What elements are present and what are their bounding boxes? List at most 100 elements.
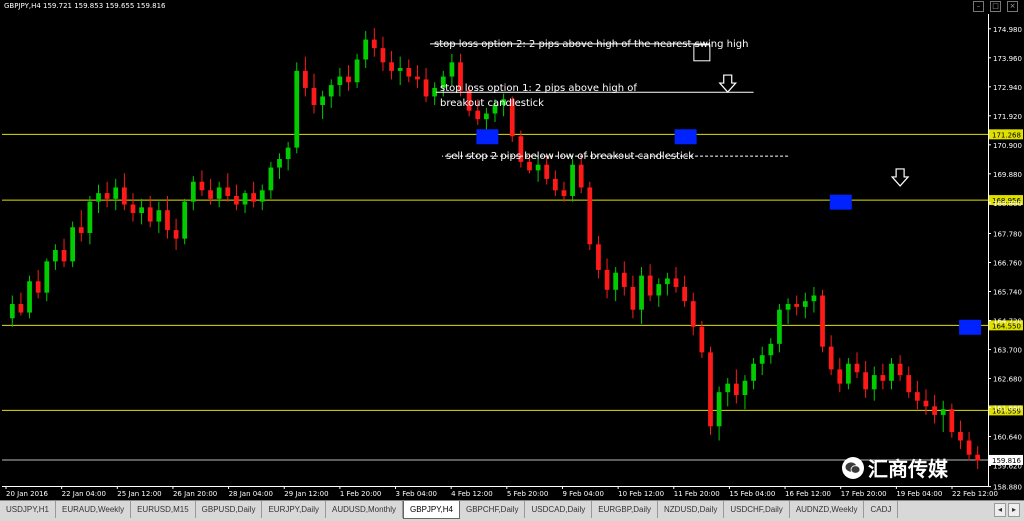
bear-candle	[346, 76, 351, 83]
bull-candle	[242, 193, 248, 205]
bear-candle	[527, 161, 532, 171]
bull-candle	[665, 278, 670, 285]
tab-usdcad-daily[interactable]: USDCAD,Daily	[525, 501, 593, 518]
tab-audusd-monthly[interactable]: AUDUSD,Monthly	[326, 501, 404, 518]
bull-candle	[87, 201, 93, 233]
maximize-icon[interactable]: □	[990, 1, 1001, 12]
time-tick-label: 9 Feb 04:00	[562, 490, 603, 498]
level-price-tag	[989, 320, 1023, 331]
bear-candle	[130, 204, 136, 214]
bear-candle	[173, 230, 179, 239]
bear-candle	[837, 369, 843, 384]
time-tick-label: 28 Jan 04:00	[229, 490, 273, 498]
tab-audnzd-weekly[interactable]: AUDNZD,Weekly	[790, 501, 865, 518]
bull-candle	[501, 99, 506, 105]
bull-candle	[432, 87, 438, 97]
bull-candle	[535, 164, 541, 171]
bear-candle	[587, 187, 593, 245]
tab-gbpjpy-h4[interactable]: GBPJPY,H4	[403, 501, 460, 519]
bull-candle	[768, 343, 774, 356]
time-tick-label: 20 Jan 2016	[6, 490, 49, 498]
window-controls: – □ ×	[973, 1, 1018, 12]
blue-marker	[674, 129, 697, 145]
bull-candle	[940, 409, 946, 415]
bull-candle	[889, 363, 894, 381]
bear-candle	[552, 178, 558, 191]
tab-eurusd-m15[interactable]: EURUSD,M15	[131, 501, 196, 518]
tab-gbpchf-daily[interactable]: GBPCHF,Daily	[460, 501, 526, 518]
scroll-left-icon[interactable]: ◂	[994, 503, 1006, 517]
bear-candle	[880, 375, 886, 381]
price-tick-label: 174.980	[993, 26, 1022, 34]
bull-candle	[259, 190, 265, 202]
bear-candle	[578, 164, 584, 188]
time-tick-label: 25 Jan 12:00	[117, 490, 161, 498]
close-icon[interactable]: ×	[1007, 1, 1018, 12]
price-tick-label: 160.640	[993, 434, 1022, 442]
level-price-tag	[989, 129, 1023, 140]
bear-candle	[975, 454, 981, 461]
annotation-stop-loss-1-cont: breakout candlestick	[440, 98, 544, 109]
price-tick-label: 159.620	[993, 463, 1022, 471]
bear-candle	[630, 286, 636, 310]
price-chart[interactable]: 171.268 168.956 164.550 161.559 159.816 stop…	[0, 0, 1024, 500]
chart-background	[0, 0, 1024, 500]
minimize-icon[interactable]: –	[973, 1, 984, 12]
bear-candle	[820, 295, 825, 347]
bull-candle	[811, 295, 817, 302]
bear-candle	[147, 207, 153, 222]
time-tick-label: 26 Jan 20:00	[173, 490, 217, 498]
bear-candle	[863, 372, 869, 390]
bear-candle	[794, 304, 800, 307]
tab-cadj[interactable]: CADJ	[864, 501, 899, 518]
window-titlebar: GBPJPY,H4 159.721 159.853 159.655 159.81…	[0, 0, 1024, 14]
bull-candle	[294, 70, 300, 148]
tab-gbpusd-daily[interactable]: GBPUSD,Daily	[196, 501, 263, 518]
bear-candle	[932, 406, 937, 415]
tab-euraud-weekly[interactable]: EURAUD,Weekly	[56, 501, 132, 518]
bull-candle	[759, 355, 765, 364]
price-tick-label: 165.740	[993, 289, 1022, 297]
time-tick-label: 17 Feb 20:00	[841, 490, 887, 498]
bull-candle	[716, 392, 722, 427]
price-tick-label: 172.940	[993, 84, 1022, 92]
annotation-sell-stop: sell stop 2 pips below low of breakout c…	[446, 151, 694, 162]
level-price-label: 171.268	[992, 131, 1021, 139]
tab-usdjpy-h1[interactable]: USDJPY,H1	[0, 501, 56, 518]
blue-entry-markers	[476, 44, 982, 335]
bull-candle	[846, 363, 851, 384]
bear-candle	[234, 195, 239, 205]
price-tick-label: 169.880	[993, 171, 1022, 179]
bull-candle	[53, 250, 58, 262]
tab-usdchf-daily[interactable]: USDCHF,Daily	[724, 501, 790, 518]
time-tick-label: 10 Feb 12:00	[618, 490, 664, 498]
time-tick-label: 22 Feb 12:00	[952, 490, 998, 498]
bear-candle	[897, 363, 903, 376]
down-arrow-icon	[890, 168, 910, 187]
bull-candle	[27, 281, 32, 313]
bull-candle	[656, 284, 662, 296]
bear-candle	[104, 193, 110, 199]
tab-eurgbp-daily[interactable]: EURGBP,Daily	[592, 501, 659, 518]
price-axis: 174.980 173.960 172.940 171.920 170.900 169.8…	[2, 14, 1022, 492]
bear-candle	[18, 304, 24, 313]
bear-candle	[544, 164, 550, 179]
bull-candle	[113, 187, 119, 199]
price-tick-label: 168.860	[993, 200, 1022, 208]
bear-candle	[311, 87, 317, 105]
time-tick-label: 11 Feb 20:00	[674, 490, 720, 498]
chart-tabs: USDJPY,H1 EURAUD,Weekly EURUSD,M15 GBPUSD,D…	[0, 500, 1024, 521]
bear-candle	[518, 136, 524, 162]
bull-candle	[70, 227, 76, 262]
bear-candle	[208, 190, 213, 199]
bull-candle	[751, 363, 756, 381]
bear-candle	[458, 62, 463, 91]
tab-eurjpy-daily[interactable]: EURJPY,Daily	[262, 501, 326, 518]
bear-candle	[690, 301, 696, 327]
tab-nzdusd-daily[interactable]: NZDUSD,Daily	[658, 501, 725, 518]
bear-candle	[165, 210, 170, 231]
level-price-tag	[989, 195, 1023, 206]
bear-candle	[466, 90, 472, 111]
bear-candle	[371, 39, 377, 49]
scroll-right-icon[interactable]: ▸	[1008, 503, 1020, 517]
